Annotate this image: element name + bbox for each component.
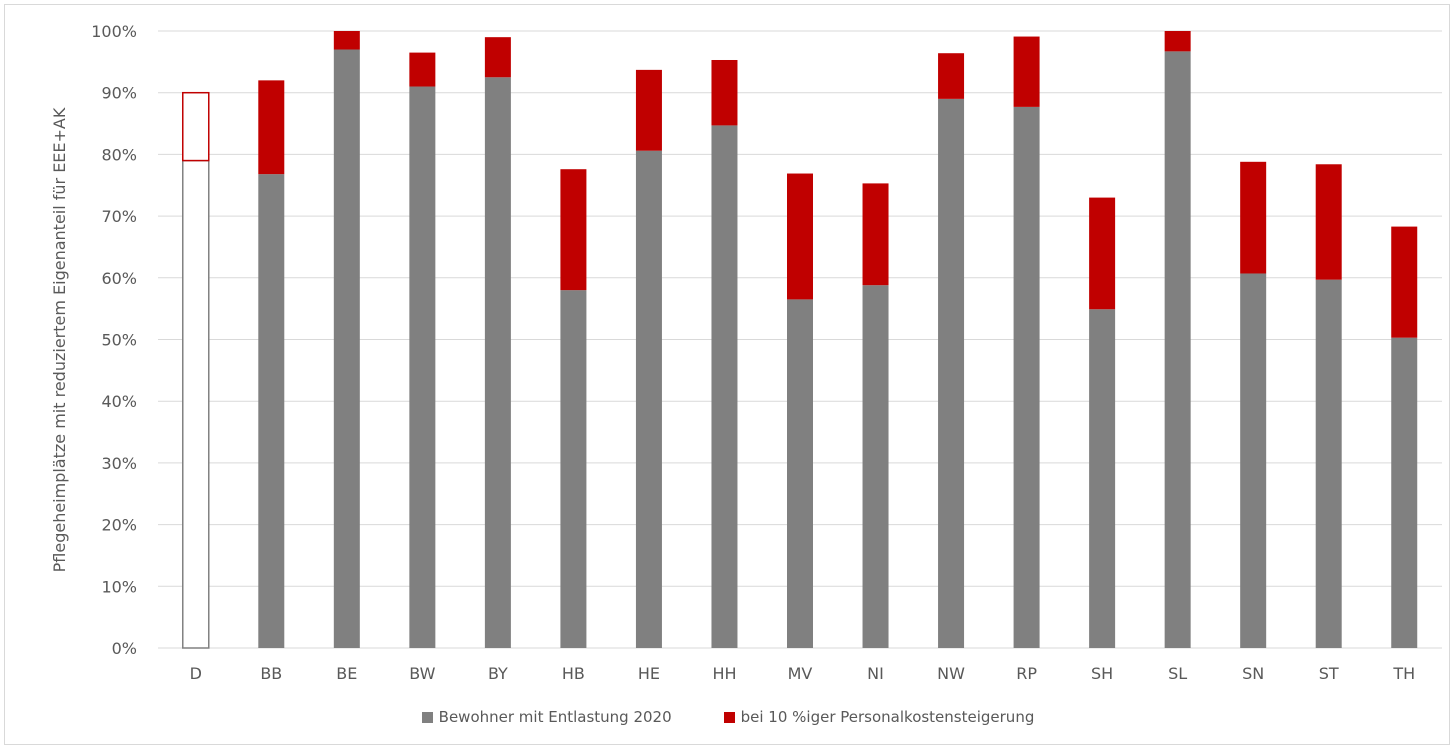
bar-D-entlastung [182, 159, 210, 649]
x-tick-label: BY [488, 664, 508, 683]
bar-HH-personalkosten [711, 59, 738, 126]
bar-NW-entlastung [938, 98, 965, 649]
y-tick-label: 30% [101, 454, 137, 473]
bar-BE-entlastung [333, 49, 360, 648]
bar-SH-entlastung [1089, 309, 1116, 648]
bar-HE-entlastung [635, 150, 662, 648]
bar-SN-entlastung [1240, 273, 1267, 648]
y-tick-label: 50% [101, 331, 137, 350]
bar-BY-entlastung [484, 77, 511, 648]
x-tick-label: HB [562, 664, 585, 683]
x-tick-label: HH [712, 664, 736, 683]
y-tick-label: 70% [101, 207, 137, 226]
bars [182, 31, 1418, 649]
bar-D-personalkosten [182, 91, 210, 162]
bar-BB-entlastung [258, 174, 285, 649]
x-tick-label: BB [260, 664, 282, 683]
bar-SN-personalkosten [1240, 161, 1267, 274]
legend-label-personalkosten: bei 10 %iger Personalkostensteigerung [740, 708, 1035, 726]
bar-NI-entlastung [862, 285, 889, 648]
x-tick-label: BE [336, 664, 357, 683]
legend-swatch-red [723, 711, 735, 723]
x-tick-label: TH [1392, 664, 1415, 683]
bar-BW-personalkosten [409, 52, 436, 87]
y-tick-label: 90% [101, 84, 137, 103]
bar-RP-entlastung [1013, 106, 1040, 649]
gridlines [158, 30, 1442, 649]
y-tick-label: 60% [101, 269, 137, 288]
x-tick-label: MV [788, 664, 813, 683]
bar-TH-personalkosten [1391, 226, 1418, 338]
bar-MV-personalkosten [787, 173, 813, 300]
x-tick-label: SN [1242, 664, 1264, 683]
bar-HH-entlastung [711, 125, 738, 648]
x-tick-label: SH [1091, 664, 1113, 683]
bar-ST-entlastung [1315, 279, 1342, 648]
y-tick-label: 0% [112, 639, 137, 658]
bar-SL-entlastung [1164, 51, 1191, 648]
bar-BW-entlastung [409, 86, 436, 648]
x-tick-label: NI [867, 664, 884, 683]
legend-item-personalkosten: bei 10 %iger Personalkostensteigerung [723, 708, 1035, 726]
x-tick-label: RP [1016, 664, 1037, 683]
legend-label-entlastung: Bewohner mit Entlastung 2020 [438, 708, 672, 726]
bar-TH-entlastung [1391, 337, 1418, 648]
x-tick-label: BW [409, 664, 435, 683]
y-tick-label: 100% [91, 22, 137, 41]
bar-BY-personalkosten [484, 37, 511, 78]
x-tick-label: HE [638, 664, 660, 683]
bar-NI-personalkosten [862, 183, 889, 286]
y-tick-label: 80% [101, 145, 137, 164]
x-tick-label: NW [937, 664, 965, 683]
bar-RP-personalkosten [1013, 36, 1040, 107]
bar-HB-personalkosten [560, 169, 587, 291]
y-tick-labels: 0% 10% 20% 30% 40% 50% 60% 70% 80% 90% 100% [91, 22, 137, 658]
y-tick-label: 10% [101, 577, 137, 596]
legend: Bewohner mit Entlastung 2020 bei 10 %ige… [0, 708, 1456, 726]
bar-BB-personalkosten [258, 80, 285, 175]
x-tick-label: ST [1319, 664, 1339, 683]
bar-HE-personalkosten [635, 69, 662, 151]
y-tick-label: 40% [101, 392, 137, 411]
bar-SH-personalkosten [1089, 197, 1116, 310]
bar-SL-personalkosten [1164, 31, 1191, 52]
bar-BE-personalkosten [333, 31, 360, 50]
legend-item-entlastung: Bewohner mit Entlastung 2020 [421, 708, 672, 726]
bar-NW-personalkosten [938, 53, 965, 99]
x-tick-label: SL [1168, 664, 1187, 683]
y-axis-label: Pflegeheimplätze mit reduziertem Eigenan… [50, 107, 69, 572]
bar-HB-entlastung [560, 290, 587, 648]
legend-swatch-grey [421, 711, 433, 723]
x-tick-labels: D BB BE BW BY HB HE HH MV NI NW RP SH SL SN ST TH [190, 664, 1416, 683]
bar-MV-entlastung [787, 299, 813, 648]
bar-ST-personalkosten [1315, 164, 1342, 280]
x-tick-label: D [190, 664, 202, 683]
y-tick-label: 20% [101, 516, 137, 535]
